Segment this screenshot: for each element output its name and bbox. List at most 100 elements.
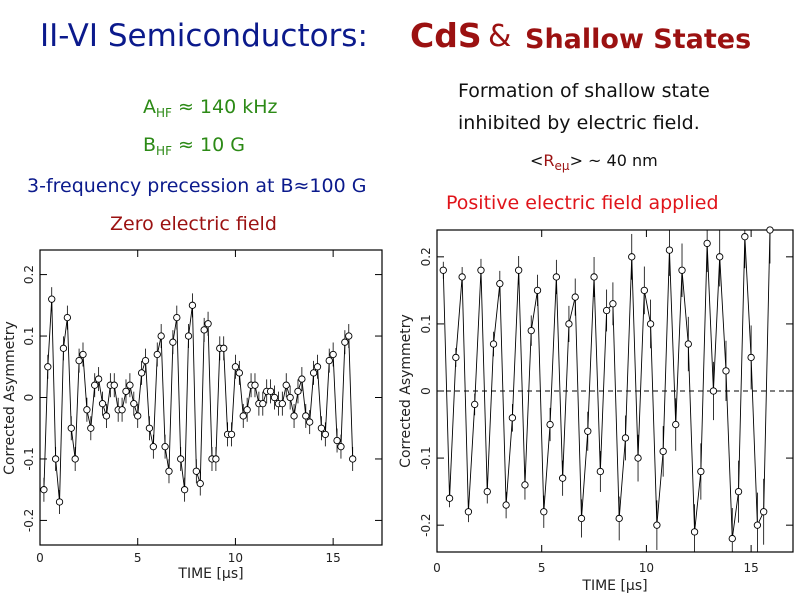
- slide-title-ampersand: &: [488, 19, 512, 54]
- positive-field-data-point: [596, 467, 604, 476]
- zero-field-data-point: [40, 486, 48, 494]
- positive-field-ytick-label: -0.1: [419, 446, 433, 469]
- zero-field-data-point: [161, 443, 169, 451]
- zero-field-data-point: [282, 381, 290, 389]
- zero-field-data-point: [329, 350, 337, 359]
- positive-field-data-point: [766, 226, 774, 234]
- zero-field-data-point: [130, 399, 138, 408]
- zero-field-data-point: [177, 455, 185, 463]
- positive-field-xtick-label: 0: [433, 561, 441, 575]
- positive-field-data-point: [571, 293, 579, 301]
- positive-field-data-point: [527, 326, 535, 335]
- zero-field-data-point: [204, 320, 212, 328]
- positive-field-data-point: [577, 514, 586, 523]
- zero-field-data-point: [83, 406, 91, 414]
- positive-field-series-line: [442, 229, 771, 539]
- zero-field-data-point: [349, 455, 357, 463]
- positive-field-data-point: [722, 367, 730, 375]
- zero-field-xtick-label: 15: [326, 551, 341, 565]
- zero-field-data-point: [317, 424, 326, 432]
- reu-close-bracket: >: [569, 151, 583, 170]
- zero-field-plot-frame: [39, 249, 383, 546]
- zero-field-data-point: [333, 436, 341, 445]
- positive-field-data-point: [690, 528, 699, 536]
- zero-field-data-point: [274, 399, 283, 408]
- zero-field-data-point: [235, 369, 243, 377]
- zero-field-data-point: [270, 393, 279, 402]
- zero-field-data-point: [102, 412, 111, 420]
- positive-field-xtick-label: 5: [538, 561, 546, 575]
- positive-field-data-point: [665, 246, 674, 254]
- zero-field-data-point: [341, 338, 349, 346]
- positive-field-data-point: [496, 280, 504, 288]
- positive-field-data-point: [584, 427, 592, 435]
- positive-field-data-point: [697, 467, 705, 476]
- positive-field-data-point: [621, 434, 630, 442]
- zero-field-data-point: [239, 412, 247, 420]
- zero-field-data-point: [165, 467, 173, 475]
- positive-field-data-point: [533, 286, 542, 295]
- zero-field-data-point: [184, 332, 193, 340]
- positive-field-data-point: [508, 414, 517, 422]
- zero-field-xtick-label: 0: [36, 551, 44, 565]
- reu-annotation: <Reμ> ~ 40 nm: [530, 151, 658, 173]
- formation-text-line1: Formation of shallow state: [458, 80, 710, 102]
- zero-field-data-point: [137, 369, 146, 377]
- zero-field-yaxis-label: Corrected Asymmetry: [2, 321, 18, 475]
- zero-field-data-point: [94, 375, 103, 383]
- positive-field-data-point: [747, 353, 755, 362]
- zero-field-data-point: [87, 424, 95, 432]
- zero-field-data-point: [63, 313, 72, 322]
- zero-field-data-point: [247, 381, 255, 389]
- positive-field-data-point: [653, 521, 661, 529]
- positive-field-data-point: [602, 306, 611, 315]
- zero-field-data-point: [126, 381, 134, 389]
- ahf-value: ≈ 140 kHz: [171, 96, 278, 118]
- positive-field-data-point: [640, 286, 648, 295]
- zero-field-data-point: [223, 430, 232, 439]
- zero-field-data-point: [114, 406, 122, 414]
- formation-text-line2: inhibited by electric field.: [458, 112, 700, 134]
- reu-subscript: eμ: [554, 159, 570, 173]
- positive-field-yaxis-label: Corrected Asymmetry: [398, 314, 414, 468]
- positive-field-ytick-label: 0: [419, 387, 433, 395]
- positive-field-caption: Positive electric field applied: [446, 192, 719, 214]
- zero-field-data-point: [290, 412, 298, 420]
- positive-field-data-point: [546, 420, 554, 429]
- positive-field-data-point: [615, 514, 623, 523]
- positive-field-data-point: [483, 487, 491, 496]
- zero-field-data-point: [141, 356, 150, 365]
- positive-field-data-point: [734, 487, 743, 496]
- zero-field-data-point: [208, 455, 216, 463]
- zero-field-data-point: [251, 381, 259, 389]
- zero-field-data-point: [55, 498, 64, 506]
- zero-field-ytick-label: -0.2: [22, 509, 36, 532]
- ahf-symbol: A: [143, 96, 156, 118]
- zero-field-data-point: [79, 350, 87, 359]
- zero-field-data-point: [231, 363, 240, 371]
- positive-field-data-point: [741, 233, 749, 241]
- positive-field-plot-frame: [436, 229, 794, 553]
- zero-field-data-point: [306, 418, 314, 426]
- positive-field-data-point: [659, 447, 667, 456]
- zero-field-data-point: [220, 344, 228, 352]
- positive-field-ytick-label: 0.2: [419, 247, 433, 266]
- three-frequency-note: 3-frequency precession at B≈100 G: [27, 175, 367, 197]
- positive-field-data-point: [552, 273, 561, 281]
- positive-field-data-point: [452, 353, 460, 362]
- zero-field-data-point: [227, 430, 236, 439]
- zero-field-ytick-label: -0.1: [22, 447, 36, 470]
- zero-field-data-point: [192, 467, 200, 475]
- zero-field-xtick-label: 5: [134, 551, 142, 565]
- zero-field-data-point: [266, 387, 275, 396]
- zero-field-data-point: [180, 486, 189, 494]
- slide-title-cds: CdS: [410, 16, 482, 55]
- positive-field-data-point: [464, 508, 473, 516]
- zero-field-data-point: [309, 369, 318, 377]
- positive-field-data-point: [753, 521, 762, 529]
- bhf-label: BHF ≈ 10 G: [143, 134, 245, 158]
- zero-field-data-point: [71, 455, 79, 463]
- zero-field-data-point: [149, 443, 157, 451]
- positive-field-xtick-label: 10: [639, 561, 654, 575]
- zero-field-data-point: [259, 399, 267, 408]
